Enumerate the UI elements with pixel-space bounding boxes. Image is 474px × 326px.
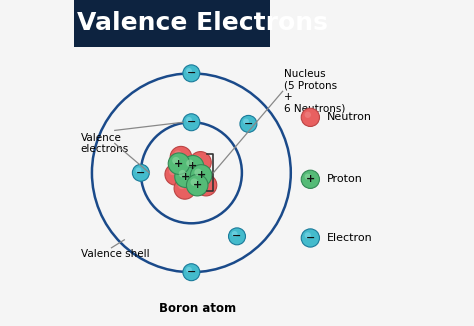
Circle shape <box>228 228 246 245</box>
Circle shape <box>301 108 319 126</box>
Circle shape <box>194 156 201 163</box>
Circle shape <box>191 165 212 186</box>
Circle shape <box>191 178 198 186</box>
Text: Boron atom: Boron atom <box>159 302 237 315</box>
Text: −: − <box>187 267 196 277</box>
Circle shape <box>194 169 202 176</box>
Circle shape <box>174 178 196 199</box>
Circle shape <box>305 232 311 239</box>
Text: Nucleus
(5 Protons
+
6 Neutrons): Nucleus (5 Protons + 6 Neutrons) <box>284 69 346 114</box>
Circle shape <box>175 166 196 187</box>
Text: −: − <box>136 168 146 178</box>
Text: +: + <box>174 159 183 169</box>
Circle shape <box>132 164 149 181</box>
Text: +: + <box>192 180 202 190</box>
Text: −: − <box>187 68 196 78</box>
Circle shape <box>301 229 319 247</box>
Text: +: + <box>197 170 206 180</box>
Circle shape <box>169 168 176 175</box>
Circle shape <box>243 119 249 125</box>
Circle shape <box>174 150 182 158</box>
Text: Valence Electrons: Valence Electrons <box>77 11 328 36</box>
Text: Valence shell: Valence shell <box>81 249 149 259</box>
Text: −: − <box>232 231 242 241</box>
Circle shape <box>305 173 311 180</box>
Circle shape <box>172 157 180 164</box>
Text: +: + <box>188 161 198 171</box>
Circle shape <box>232 231 237 237</box>
Circle shape <box>170 146 191 168</box>
Circle shape <box>183 264 200 281</box>
Circle shape <box>186 267 192 273</box>
Text: Electron: Electron <box>328 233 373 243</box>
Circle shape <box>183 114 200 131</box>
Text: +: + <box>181 172 190 182</box>
Circle shape <box>186 68 192 74</box>
Circle shape <box>199 178 207 186</box>
Text: −: − <box>306 233 315 243</box>
Circle shape <box>188 172 195 180</box>
Circle shape <box>305 111 311 118</box>
Circle shape <box>165 164 186 185</box>
Circle shape <box>186 174 208 196</box>
Circle shape <box>168 153 190 174</box>
Circle shape <box>190 152 211 173</box>
Circle shape <box>183 65 200 82</box>
Circle shape <box>301 170 319 188</box>
Circle shape <box>240 115 257 132</box>
Circle shape <box>182 156 204 177</box>
Text: Valence
electrons: Valence electrons <box>81 133 129 154</box>
Circle shape <box>179 170 186 177</box>
Text: +: + <box>306 174 315 184</box>
Text: −: − <box>187 117 196 127</box>
Text: −: − <box>244 119 253 129</box>
Circle shape <box>195 174 217 196</box>
Circle shape <box>136 168 141 173</box>
Bar <box>74 0 270 47</box>
Text: Proton: Proton <box>328 174 363 184</box>
Circle shape <box>186 117 192 123</box>
Circle shape <box>186 159 194 167</box>
Text: Neutron: Neutron <box>328 112 372 122</box>
Circle shape <box>184 169 205 190</box>
Circle shape <box>178 182 186 189</box>
